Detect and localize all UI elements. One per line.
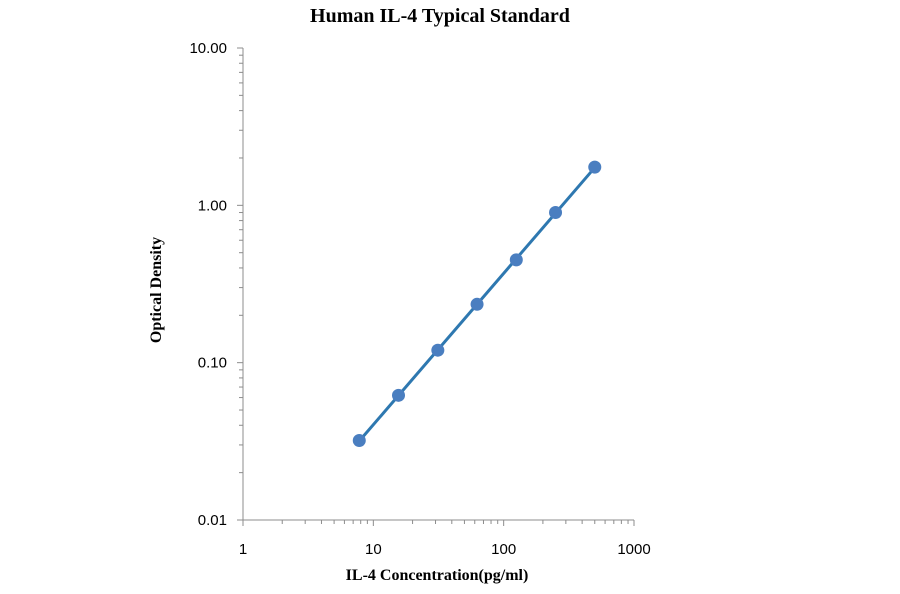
x-tick-label: 1000: [617, 541, 650, 558]
data-point: [470, 297, 484, 311]
y-axis-label: Optical Density: [148, 237, 165, 343]
y-tick-label: 0.01: [198, 512, 227, 529]
data-point: [588, 160, 602, 174]
data-point: [352, 434, 366, 448]
axes: [237, 47, 635, 526]
x-tick-label: 100: [491, 541, 516, 558]
x-tick-label: 10: [365, 541, 382, 558]
data-point: [509, 253, 523, 267]
data-point: [431, 343, 445, 357]
chart-title: Human IL-4 Typical Standard: [310, 5, 570, 27]
y-tick-label: 10.00: [189, 40, 227, 57]
y-tick-label: 0.10: [198, 355, 227, 372]
data-point: [549, 206, 563, 220]
y-tick-label: 1.00: [198, 197, 227, 214]
data-point: [392, 388, 406, 402]
data-series: [352, 160, 602, 448]
tick-labels: 1 10 100 1000 10.00 1.00 0.10 0.01: [189, 40, 650, 558]
x-tick-label: 1: [239, 541, 247, 558]
x-axis-label: IL-4 Concentration(pg/ml): [346, 567, 529, 584]
